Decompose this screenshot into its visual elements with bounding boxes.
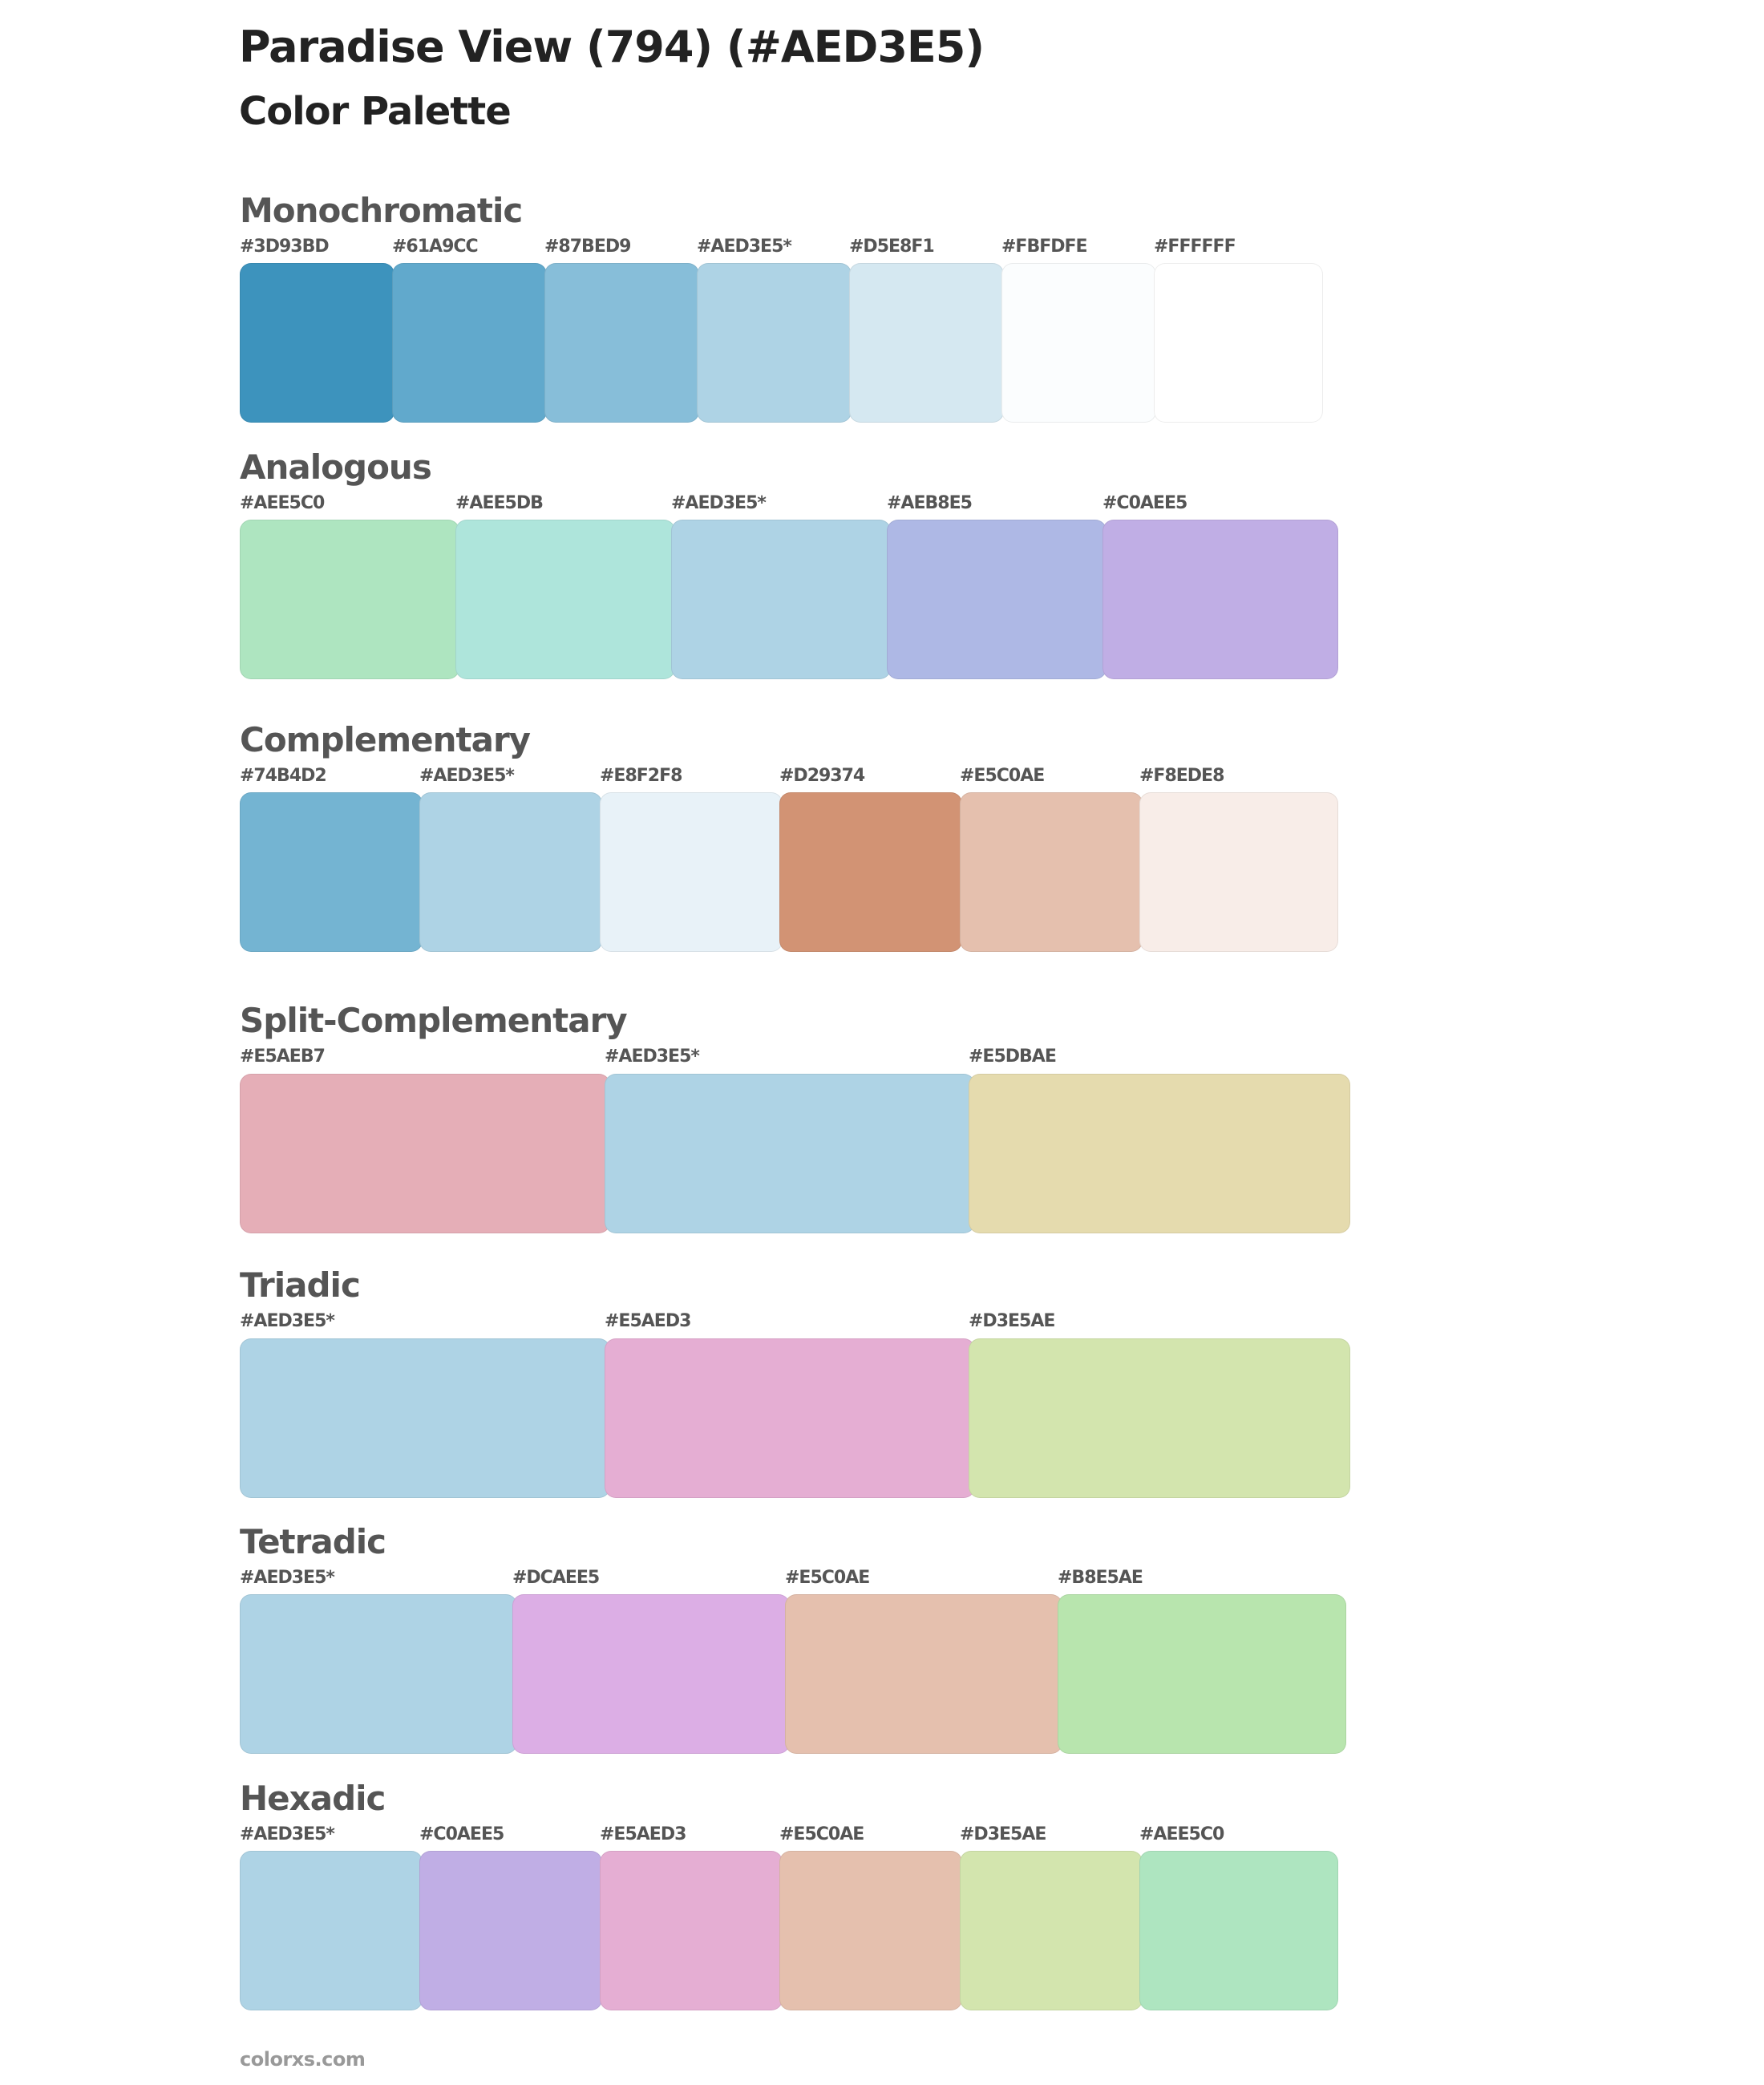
color-hex-label: #FBFDFE bbox=[1001, 237, 1088, 257]
color-hex-label: #B8E5AE bbox=[1058, 1568, 1143, 1588]
color-hex-label: #61A9CC bbox=[392, 237, 479, 257]
color-swatch[interactable] bbox=[1139, 792, 1338, 952]
palette-heading: Hexadic bbox=[240, 1779, 386, 1818]
color-hex-label: #AED3E5* bbox=[240, 1824, 335, 1844]
color-hex-label: #E5AED3 bbox=[605, 1311, 691, 1331]
color-swatch[interactable] bbox=[849, 263, 1004, 423]
color-labels: #AEE5C0 #AEE5DB #AED3E5* #AEB8E5 #C0AEE5 bbox=[240, 492, 1338, 515]
color-swatch[interactable] bbox=[512, 1594, 790, 1754]
color-swatch[interactable] bbox=[600, 1851, 783, 2010]
color-labels: #E5AEB7 #AED3E5* #E5DBAE bbox=[240, 1046, 1350, 1068]
color-swatch[interactable] bbox=[1139, 1851, 1338, 2010]
color-hex-label: #AED3E5* bbox=[240, 1311, 335, 1331]
swatch-strip bbox=[240, 520, 1338, 679]
palette-heading: Monochromatic bbox=[240, 191, 523, 230]
color-hex-label: #D3E5AE bbox=[969, 1311, 1055, 1331]
color-swatch[interactable] bbox=[605, 1338, 975, 1498]
color-swatch[interactable] bbox=[960, 792, 1143, 952]
color-swatch[interactable] bbox=[455, 520, 675, 679]
color-swatch[interactable] bbox=[960, 1851, 1143, 2010]
color-swatch[interactable] bbox=[779, 1851, 962, 2010]
color-hex-label: #D29374 bbox=[779, 766, 865, 786]
palette-heading: Analogous bbox=[240, 447, 432, 487]
color-swatch[interactable] bbox=[887, 520, 1107, 679]
palette-heading: Triadic bbox=[240, 1265, 361, 1305]
color-hex-label: #E5AEB7 bbox=[240, 1047, 326, 1067]
color-swatch[interactable] bbox=[605, 1074, 975, 1233]
color-labels: #AED3E5* #DCAEE5 #E5C0AE #B8E5AE bbox=[240, 1567, 1346, 1589]
color-hex-label: #E5C0AE bbox=[779, 1824, 864, 1844]
color-swatch[interactable] bbox=[240, 1338, 610, 1498]
color-hex-label: #D5E8F1 bbox=[849, 237, 935, 257]
color-hex-label: #E8F2F8 bbox=[600, 766, 682, 786]
site-footer-link[interactable]: colorxs.com bbox=[240, 2048, 366, 2071]
color-hex-label: #C0AEE5 bbox=[1102, 493, 1187, 513]
color-hex-label: #AED3E5* bbox=[240, 1568, 335, 1588]
color-swatch[interactable] bbox=[240, 263, 394, 423]
swatch-strip bbox=[240, 1074, 1350, 1233]
color-swatch[interactable] bbox=[697, 263, 852, 423]
color-swatch[interactable] bbox=[671, 520, 891, 679]
color-hex-label: #AEE5C0 bbox=[240, 493, 325, 513]
color-swatch[interactable] bbox=[779, 792, 962, 952]
color-swatch[interactable] bbox=[1154, 263, 1323, 423]
color-labels: #AED3E5* #C0AEE5 #E5AED3 #E5C0AE #D3E5AE #AEE… bbox=[240, 1824, 1338, 1846]
swatch-strip bbox=[240, 1594, 1346, 1754]
color-hex-label: #E5AED3 bbox=[600, 1824, 686, 1844]
color-swatch[interactable] bbox=[1001, 263, 1156, 423]
color-labels: #74B4D2 #AED3E5* #E8F2F8 #D29374 #E5C0AE #F8E… bbox=[240, 765, 1338, 787]
color-hex-label: #C0AEE5 bbox=[419, 1824, 504, 1844]
color-hex-label: #87BED9 bbox=[544, 237, 631, 257]
color-swatch[interactable] bbox=[240, 792, 423, 952]
color-hex-label: #FFFFFF bbox=[1154, 237, 1236, 257]
color-hex-label: #AEE5C0 bbox=[1139, 1824, 1224, 1844]
color-swatch[interactable] bbox=[240, 1074, 610, 1233]
swatch-strip bbox=[240, 263, 1323, 423]
color-swatch[interactable] bbox=[240, 520, 459, 679]
color-swatch[interactable] bbox=[544, 263, 699, 423]
color-swatch[interactable] bbox=[419, 1851, 602, 2010]
color-swatch[interactable] bbox=[969, 1338, 1350, 1498]
swatch-strip bbox=[240, 1851, 1338, 2010]
color-hex-label: #E5C0AE bbox=[960, 766, 1045, 786]
color-hex-label: #F8EDE8 bbox=[1139, 766, 1224, 786]
page-subtitle: Color Palette bbox=[239, 89, 512, 134]
color-swatch[interactable] bbox=[785, 1594, 1062, 1754]
color-hex-label: #AEB8E5 bbox=[887, 493, 973, 513]
palette-heading: Split-Complementary bbox=[240, 1001, 628, 1040]
color-swatch[interactable] bbox=[419, 792, 602, 952]
palette-heading: Tetradic bbox=[240, 1522, 386, 1561]
color-swatch[interactable] bbox=[240, 1594, 517, 1754]
swatch-strip bbox=[240, 792, 1338, 952]
color-hex-label: #E5C0AE bbox=[785, 1568, 870, 1588]
color-hex-label: #AED3E5* bbox=[671, 493, 767, 513]
color-hex-label: #E5DBAE bbox=[969, 1047, 1057, 1067]
color-hex-label: #3D93BD bbox=[240, 237, 330, 257]
color-swatch[interactable] bbox=[1102, 520, 1338, 679]
color-labels: #AED3E5* #E5AED3 #D3E5AE bbox=[240, 1310, 1350, 1333]
color-hex-label: #D3E5AE bbox=[960, 1824, 1046, 1844]
color-swatch[interactable] bbox=[240, 1851, 423, 2010]
color-swatch[interactable] bbox=[969, 1074, 1350, 1233]
color-swatch[interactable] bbox=[600, 792, 783, 952]
color-swatch[interactable] bbox=[392, 263, 547, 423]
swatch-strip bbox=[240, 1338, 1350, 1498]
color-hex-label: #AED3E5* bbox=[697, 237, 792, 257]
page-title: Paradise View (794) (#AED3E5) bbox=[239, 22, 985, 72]
palette-heading: Complementary bbox=[240, 720, 531, 759]
color-hex-label: #74B4D2 bbox=[240, 766, 327, 786]
color-hex-label: #AEE5DB bbox=[455, 493, 544, 513]
color-hex-label: #DCAEE5 bbox=[512, 1568, 600, 1588]
color-swatch[interactable] bbox=[1058, 1594, 1346, 1754]
color-hex-label: #AED3E5* bbox=[419, 766, 515, 786]
color-hex-label: #AED3E5* bbox=[605, 1047, 700, 1067]
color-labels: #3D93BD #61A9CC #87BED9 #AED3E5* #D5E8F1 #FBF… bbox=[240, 236, 1323, 258]
